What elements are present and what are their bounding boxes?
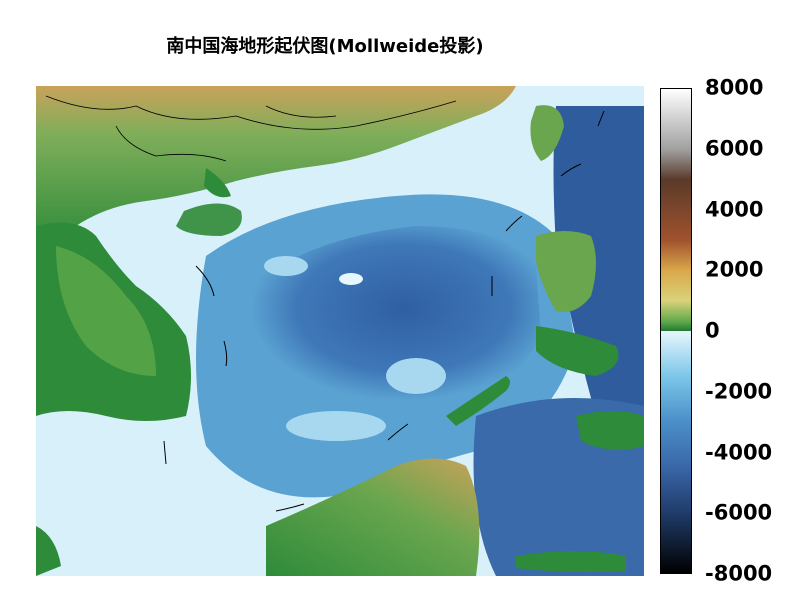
deep-basin xyxy=(236,226,541,410)
mindanao-island xyxy=(576,411,644,450)
taiwan-island xyxy=(530,105,564,161)
malay-tip xyxy=(36,526,61,576)
sea-boundary-1 xyxy=(195,265,215,297)
hainan-island xyxy=(176,203,242,236)
colorbar-tick-label: 4000 xyxy=(705,197,764,221)
map-title: 南中国海地形起伏图(Mollweide投影) xyxy=(166,36,484,57)
paracel-islands xyxy=(264,256,308,276)
relief-map xyxy=(36,86,644,576)
spratly-shoal-1 xyxy=(386,358,446,394)
colorbar-tick-label: -6000 xyxy=(705,500,773,525)
sea-boundary-7 xyxy=(505,215,523,232)
colorbar-tick-label: -2000 xyxy=(705,379,773,404)
colorbar-tick-label: 0 xyxy=(705,318,720,343)
elevation-colorbar xyxy=(660,88,692,574)
colorbar-tick-label: 6000 xyxy=(705,136,764,161)
leizhou-peninsula xyxy=(204,168,231,198)
sea-boundary-8 xyxy=(560,163,582,177)
sea-boundary-9 xyxy=(597,110,605,127)
indochina-highland xyxy=(56,246,156,376)
sea-boundary-5 xyxy=(387,423,409,441)
colorbar-tick-label: -4000 xyxy=(705,440,773,464)
colorbar-tick-label: 8000 xyxy=(705,75,764,100)
colorbar-tick-label: -8000 xyxy=(705,561,773,586)
china-mainland xyxy=(36,86,516,246)
province-boundaries xyxy=(45,95,457,162)
sea-boundary-2 xyxy=(223,340,228,367)
palawan-island xyxy=(446,376,510,426)
sea-boundary-3 xyxy=(163,440,167,465)
luzon-island xyxy=(536,231,596,312)
borneo-island xyxy=(266,458,480,576)
colorbar-tick-label: 2000 xyxy=(705,257,764,282)
visayas-islands xyxy=(536,326,619,376)
spratly-shoal-2 xyxy=(286,411,386,441)
sea-boundary-4 xyxy=(275,503,305,512)
macclesfield-bank xyxy=(339,273,363,285)
sulawesi-tip xyxy=(516,551,626,572)
